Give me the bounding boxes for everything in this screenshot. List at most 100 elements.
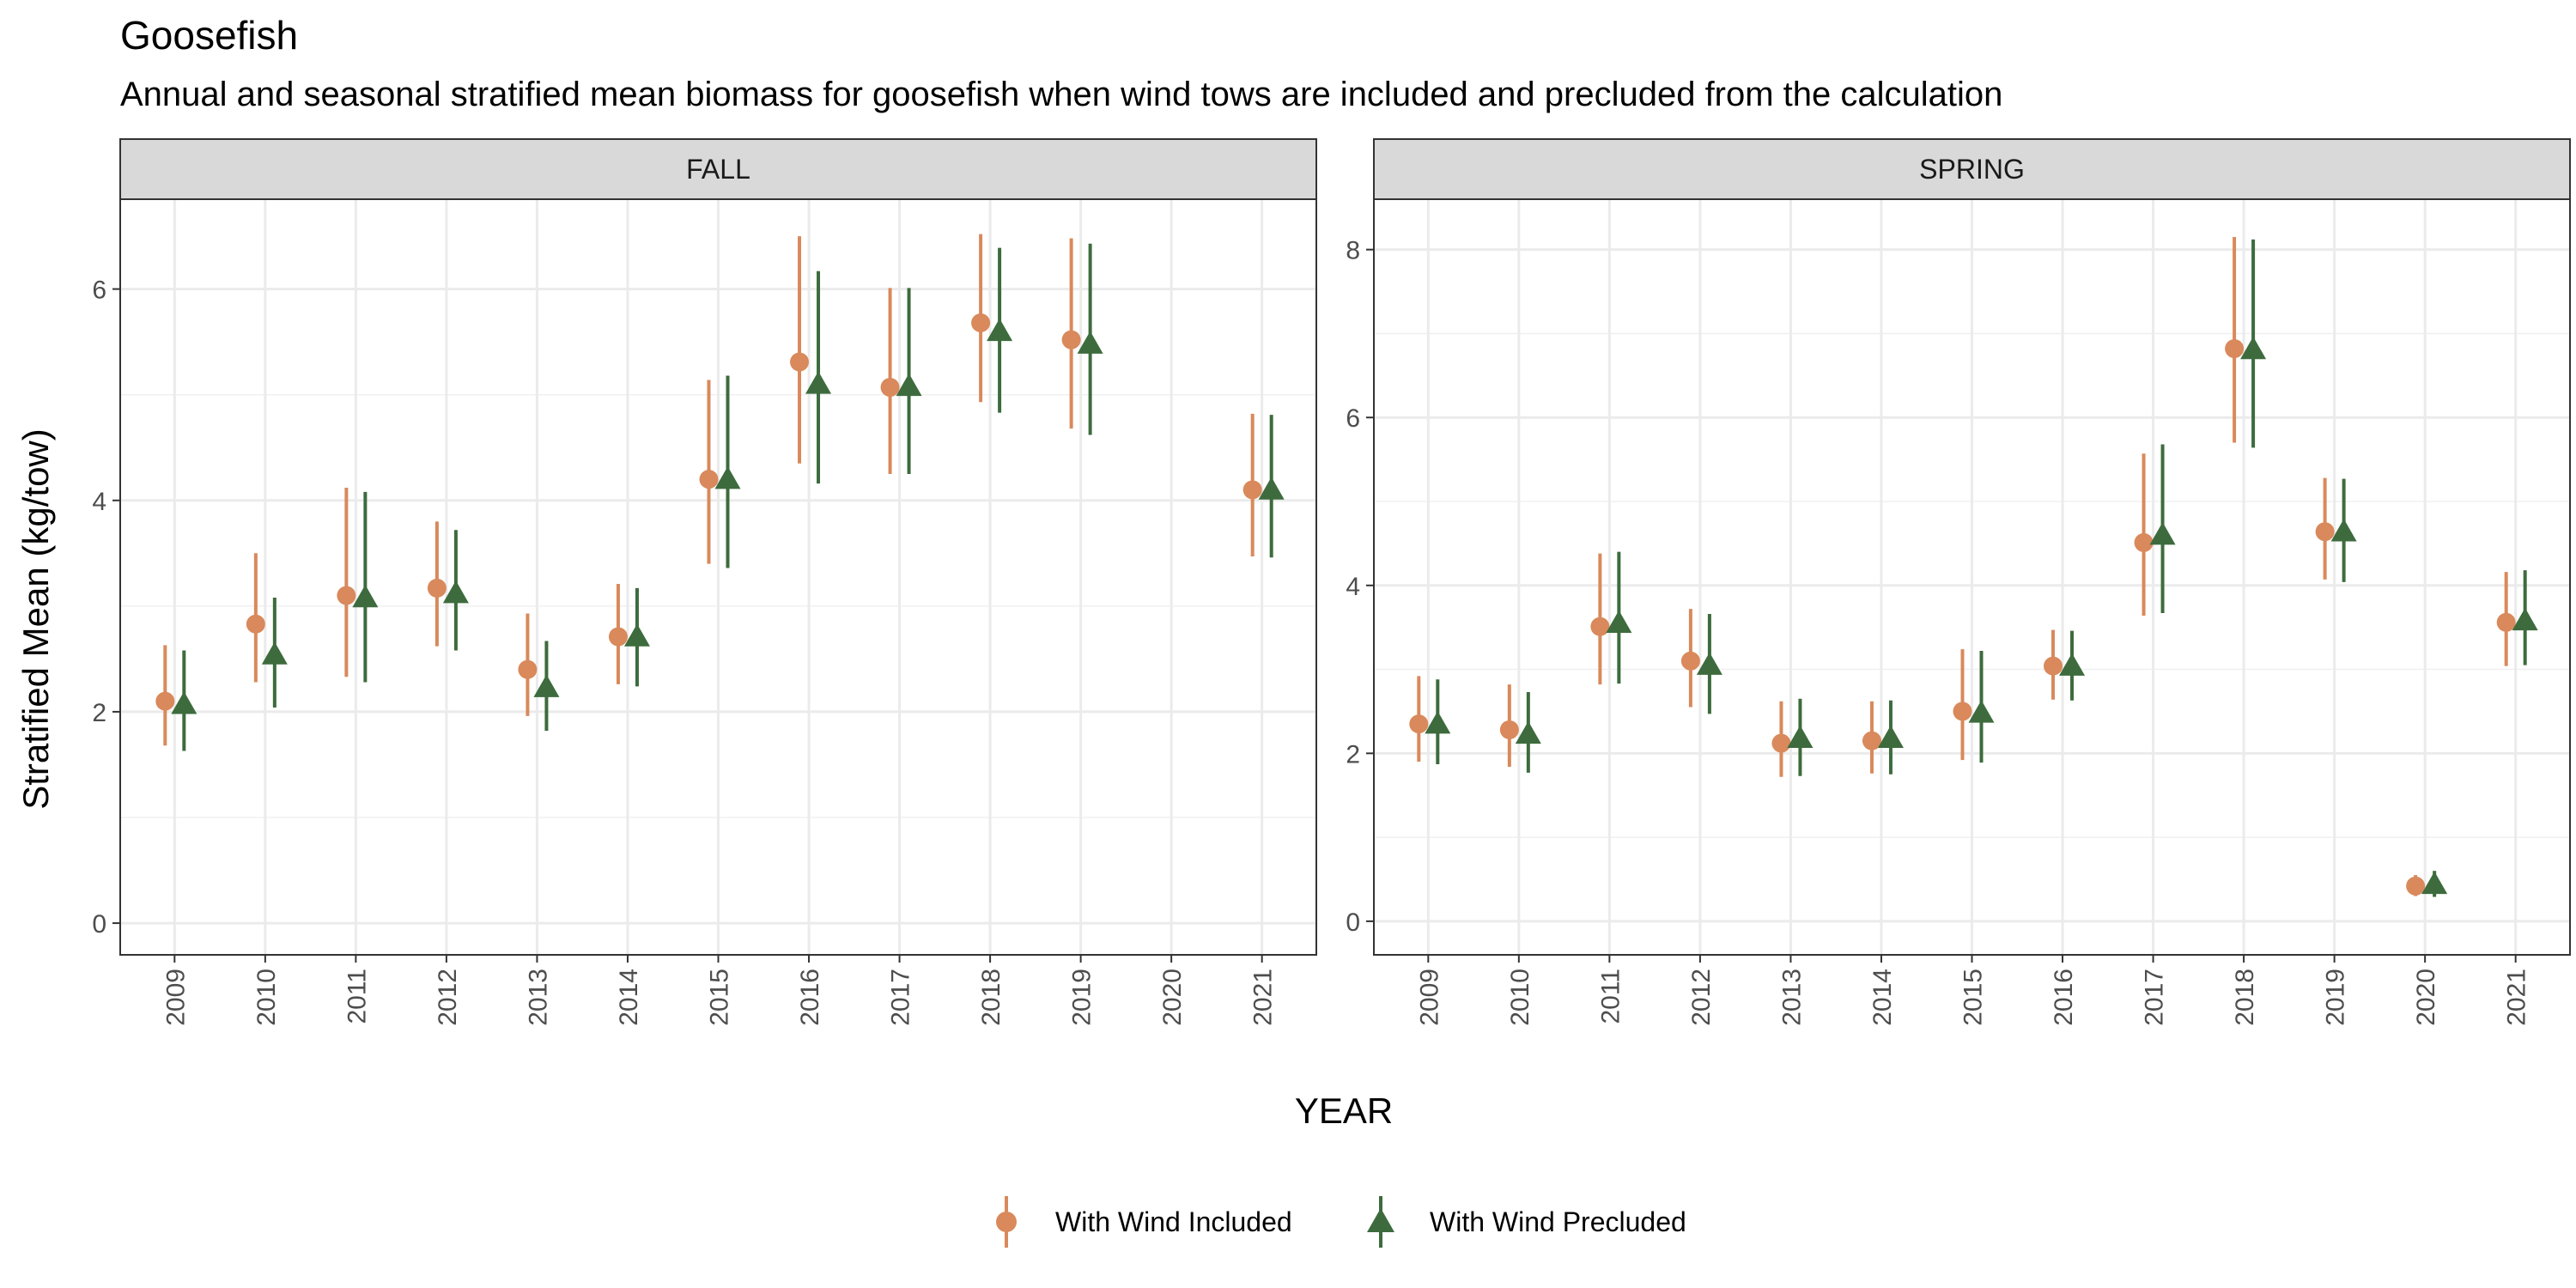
data-point xyxy=(1606,610,1632,634)
x-tick-label: 2021 xyxy=(2503,969,2531,1026)
x-tick-label: 2016 xyxy=(2050,969,2078,1026)
data-point xyxy=(790,352,810,372)
data-point xyxy=(623,623,650,647)
data-point xyxy=(1077,331,1103,354)
x-tick-label: 2019 xyxy=(2322,969,2350,1026)
data-point xyxy=(518,659,538,679)
data-point xyxy=(155,691,175,711)
x-tick-label: 2020 xyxy=(1158,969,1187,1026)
y-tick-label: 4 xyxy=(1346,573,1360,601)
data-point xyxy=(2512,607,2538,631)
data-point xyxy=(1242,480,1262,500)
chart-title: Goosefish xyxy=(120,13,299,58)
x-tick-label: 2011 xyxy=(343,969,371,1024)
data-point xyxy=(2330,519,2357,542)
legend-entry: With Wind Included xyxy=(996,1196,1292,1248)
legend: With Wind Included With Wind Precluded xyxy=(996,1196,1686,1248)
y-tick-label: 2 xyxy=(1346,740,1360,769)
x-tick-label: 2013 xyxy=(524,969,552,1026)
data-point xyxy=(896,373,922,397)
legend-label: With Wind Included xyxy=(1055,1206,1292,1237)
x-tick-label: 2013 xyxy=(1777,969,1806,1026)
x-tick-label: 2009 xyxy=(1415,969,1443,1026)
series-with-wind-included xyxy=(1409,237,2516,896)
series-with-wind-precluded xyxy=(171,243,1285,751)
data-point xyxy=(2149,522,2176,545)
x-tick-label: 2018 xyxy=(977,969,1005,1026)
data-point xyxy=(442,580,469,604)
data-point xyxy=(1696,652,1722,675)
x-tick-label: 2018 xyxy=(2231,969,2259,1026)
data-point xyxy=(1680,651,1700,671)
data-point xyxy=(699,470,719,489)
data-point xyxy=(2044,656,2063,676)
data-point xyxy=(1409,714,1429,734)
data-point xyxy=(171,691,197,714)
y-tick-label: 2 xyxy=(92,699,106,727)
data-point xyxy=(971,313,991,332)
x-tick-label: 2012 xyxy=(1687,969,1716,1026)
series-with-wind-included xyxy=(155,234,1262,746)
panel-fall: FALL 0 2 4 6 2009 2010 2011 2012 2013 2014 2015 2016… xyxy=(92,138,1317,1026)
y-tick-label: 8 xyxy=(1346,237,1360,265)
y-tick-label: 0 xyxy=(92,910,106,939)
data-point xyxy=(2496,612,2516,632)
data-point xyxy=(608,627,628,647)
x-axis-title: YEAR xyxy=(1295,1091,1393,1131)
x-tick-label: 2021 xyxy=(1249,969,1278,1026)
x-tick-label: 2016 xyxy=(796,969,824,1026)
x-tick-label: 2015 xyxy=(706,969,734,1026)
data-point xyxy=(2134,532,2154,552)
data-point xyxy=(1499,720,1519,739)
x-tick-label: 2010 xyxy=(252,969,281,1026)
data-point xyxy=(337,586,356,605)
data-point xyxy=(2315,522,2335,542)
panel-border xyxy=(119,198,1317,956)
data-point xyxy=(714,466,741,489)
series-with-wind-precluded xyxy=(1425,239,2538,897)
data-point xyxy=(1877,725,1904,748)
facet-label: FALL xyxy=(686,154,750,185)
legend-label: With Wind Precluded xyxy=(1430,1206,1686,1237)
data-point xyxy=(533,674,560,697)
data-point xyxy=(880,378,900,398)
data-point xyxy=(246,614,265,634)
data-point xyxy=(352,585,379,608)
y-tick-label: 6 xyxy=(1346,404,1360,433)
data-point xyxy=(1968,700,1995,723)
data-point xyxy=(987,318,1013,342)
x-tick-label: 2017 xyxy=(2141,969,2169,1026)
x-tick-label: 2020 xyxy=(2412,969,2440,1026)
x-tick-label: 2017 xyxy=(887,969,915,1026)
data-point xyxy=(427,578,447,598)
data-point xyxy=(261,641,288,665)
data-point xyxy=(1590,617,1610,636)
data-point xyxy=(1787,725,1814,748)
facet-label: SPRING xyxy=(1919,154,2025,185)
x-tick-label: 2019 xyxy=(1068,969,1097,1026)
x-tick-label: 2015 xyxy=(1959,969,1988,1026)
data-point xyxy=(1258,477,1285,500)
legend-entry: With Wind Precluded xyxy=(1367,1196,1686,1248)
x-tick-label: 2014 xyxy=(615,969,643,1026)
x-tick-label: 2014 xyxy=(1868,969,1897,1026)
data-point xyxy=(2225,339,2245,359)
data-point xyxy=(1425,711,1451,734)
data-point xyxy=(1953,702,1972,721)
data-point xyxy=(805,371,832,394)
data-point xyxy=(1771,733,1791,753)
x-tick-label: 2011 xyxy=(1596,969,1625,1024)
panel-spring: SPRING 0 2 4 6 8 2009 2010 2011 2012 2013 2014 2015 2… xyxy=(1346,138,2571,1026)
chart-subtitle: Annual and seasonal stratified mean biom… xyxy=(120,76,2003,113)
data-point xyxy=(1862,731,1881,750)
x-tick-label: 2009 xyxy=(161,969,190,1026)
data-point xyxy=(1061,330,1081,349)
y-tick-label: 6 xyxy=(92,276,106,305)
data-point xyxy=(2406,876,2426,896)
legend-key-triangle xyxy=(1367,1208,1394,1232)
data-point xyxy=(2240,337,2267,360)
y-axis-title: Stratified Mean (kg/tow) xyxy=(15,428,56,810)
x-tick-label: 2012 xyxy=(434,969,462,1026)
data-point xyxy=(2059,653,2086,676)
